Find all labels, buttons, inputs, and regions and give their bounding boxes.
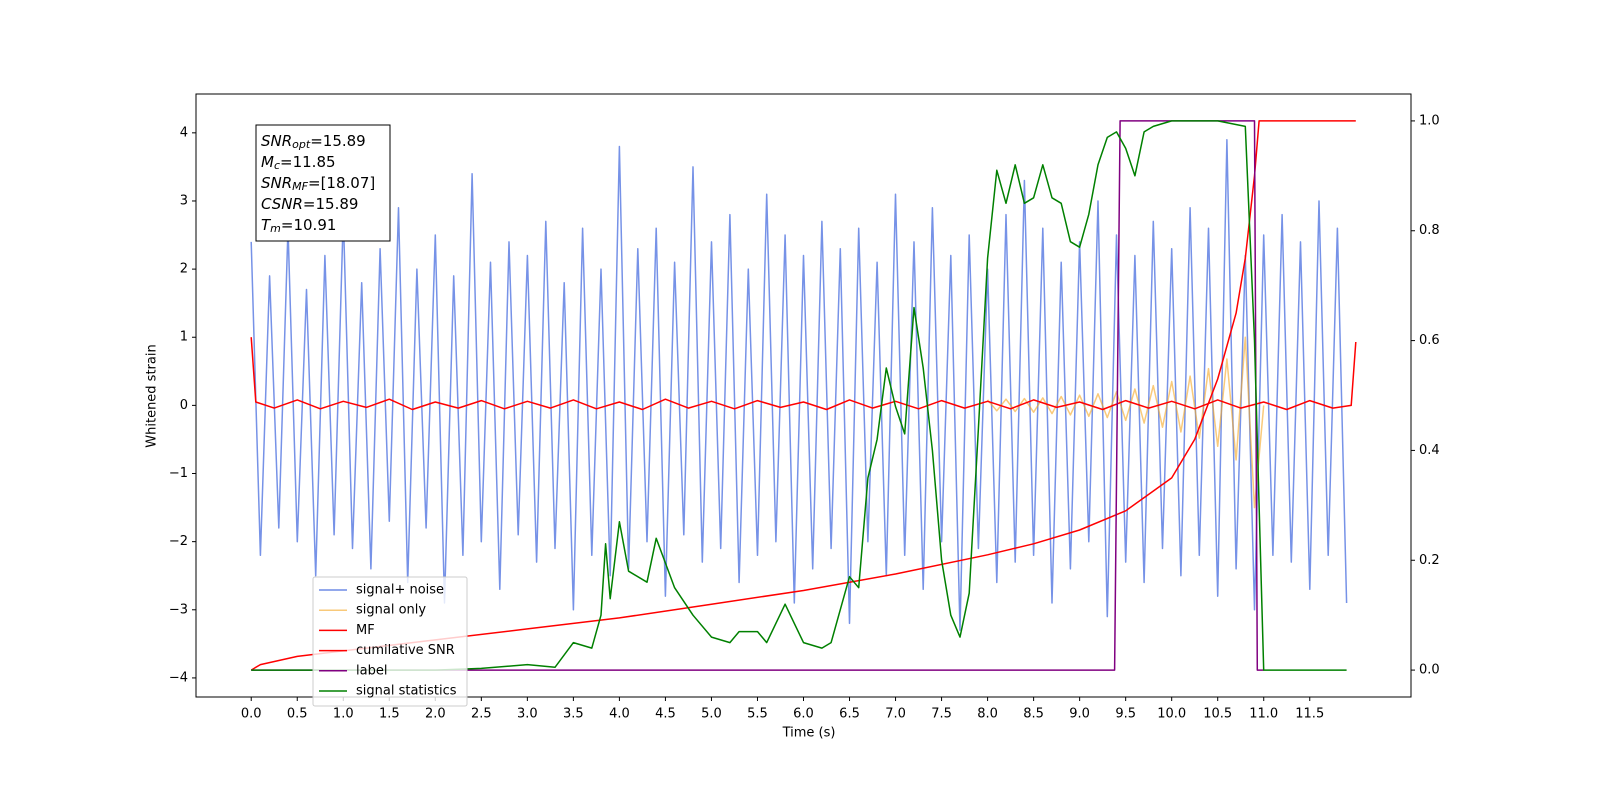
x-tick-label: 5.0 [701, 707, 722, 722]
y2-tick-label: 1.0 [1419, 113, 1440, 128]
x-tick-label: 0.0 [241, 707, 262, 722]
annotation-line: Tm=10.91 [261, 216, 336, 236]
x-tick-label: 9.5 [1115, 707, 1136, 722]
x-tick-label: 5.5 [747, 707, 768, 722]
series-line [251, 120, 1347, 671]
annotation-subscript: m [270, 222, 281, 235]
y-tick-label: −4 [169, 670, 188, 685]
x-tick-label: 1.5 [379, 707, 400, 722]
legend-label: signal only [356, 603, 426, 618]
x-tick-label: 6.5 [839, 707, 860, 722]
y2-tick-label: 0.2 [1419, 553, 1440, 568]
x-tick-label: 6.0 [793, 707, 814, 722]
y2-tick-label: 0.0 [1419, 663, 1440, 678]
x-tick-label: 9.0 [1069, 707, 1090, 722]
annotation-symbol: SNR [261, 132, 292, 150]
x-tick-label: 7.5 [931, 707, 952, 722]
x-tick-label: 0.5 [287, 707, 308, 722]
x-tick-label: 10.0 [1157, 707, 1186, 722]
legend-label: cumilative SNR [356, 643, 455, 658]
y-tick-label: 3 [180, 193, 188, 208]
legend-label: MF [356, 623, 375, 638]
legend-label: label [356, 663, 387, 678]
y2-tick-label: 0.4 [1419, 443, 1440, 458]
annotation-frame [255, 124, 391, 242]
y2-tick-label: 0.8 [1419, 223, 1440, 238]
annotation-value: =[18.07] [308, 174, 375, 192]
series-line [250, 337, 1357, 411]
x-tick-label: 11.5 [1295, 707, 1324, 722]
x-tick-label: 10.5 [1203, 707, 1232, 722]
y-tick-label: 2 [180, 262, 188, 277]
annotation-symbol: M [261, 153, 274, 171]
x-tick-label: 11.0 [1249, 707, 1278, 722]
annotation-value: =15.89 [310, 132, 366, 150]
x-tick-label: 8.0 [977, 707, 998, 722]
annotation-value: =10.91 [281, 216, 337, 234]
y-tick-label: 1 [180, 330, 188, 345]
annotation-subscript: c [274, 159, 280, 172]
x-tick-label: 2.5 [471, 707, 492, 722]
x-tick-label: 4.5 [655, 707, 676, 722]
series-line [250, 138, 1348, 631]
annotation-subscript: MF [292, 180, 308, 193]
y2-tick-label: 0.6 [1419, 333, 1440, 348]
y-tick-label: −3 [169, 602, 188, 617]
x-tick-label: 8.5 [1023, 707, 1044, 722]
annotation-line: SNRopt=15.89 [261, 132, 366, 152]
y-tick-label: 0 [180, 398, 188, 413]
annotation-symbol: CSNR [261, 195, 303, 213]
legend: signal+ noise signal only MF cumilative SNR… [312, 576, 468, 707]
x-tick-label: 7.0 [885, 707, 906, 722]
series-line [987, 336, 1265, 509]
x-tick-label: 3.5 [563, 707, 584, 722]
annotation-line: Mc=11.85 [261, 153, 336, 173]
annotation-box: SNRopt=15.89Mc=11.85SNRMF=[18.07]CSNR=15… [255, 124, 391, 242]
x-tick-label: 2.0 [425, 707, 446, 722]
legend-label: signal+ noise [356, 583, 444, 598]
y-axis-label: Whitened strain [145, 344, 160, 447]
y-tick-label: −2 [169, 534, 188, 549]
annotation-symbol: T [261, 216, 272, 234]
x-axis-label: Time (s) [782, 726, 836, 741]
annotation-line: CSNR=15.89 [261, 195, 358, 213]
annotation-subscript: opt [292, 138, 311, 151]
y-tick-label: 4 [180, 125, 188, 140]
annotation-value: =11.85 [280, 153, 336, 171]
y-tick-label: −1 [169, 466, 188, 481]
annotation-line: SNRMF=[18.07] [261, 174, 375, 194]
annotation-symbol: SNR [261, 174, 292, 192]
legend-frame [312, 576, 468, 707]
x-tick-label: 3.0 [517, 707, 538, 722]
legend-label: signal statistics [356, 684, 457, 699]
x-tick-label: 1.0 [333, 707, 354, 722]
x-tick-label: 4.0 [609, 707, 630, 722]
annotation-value: =15.89 [303, 195, 359, 213]
